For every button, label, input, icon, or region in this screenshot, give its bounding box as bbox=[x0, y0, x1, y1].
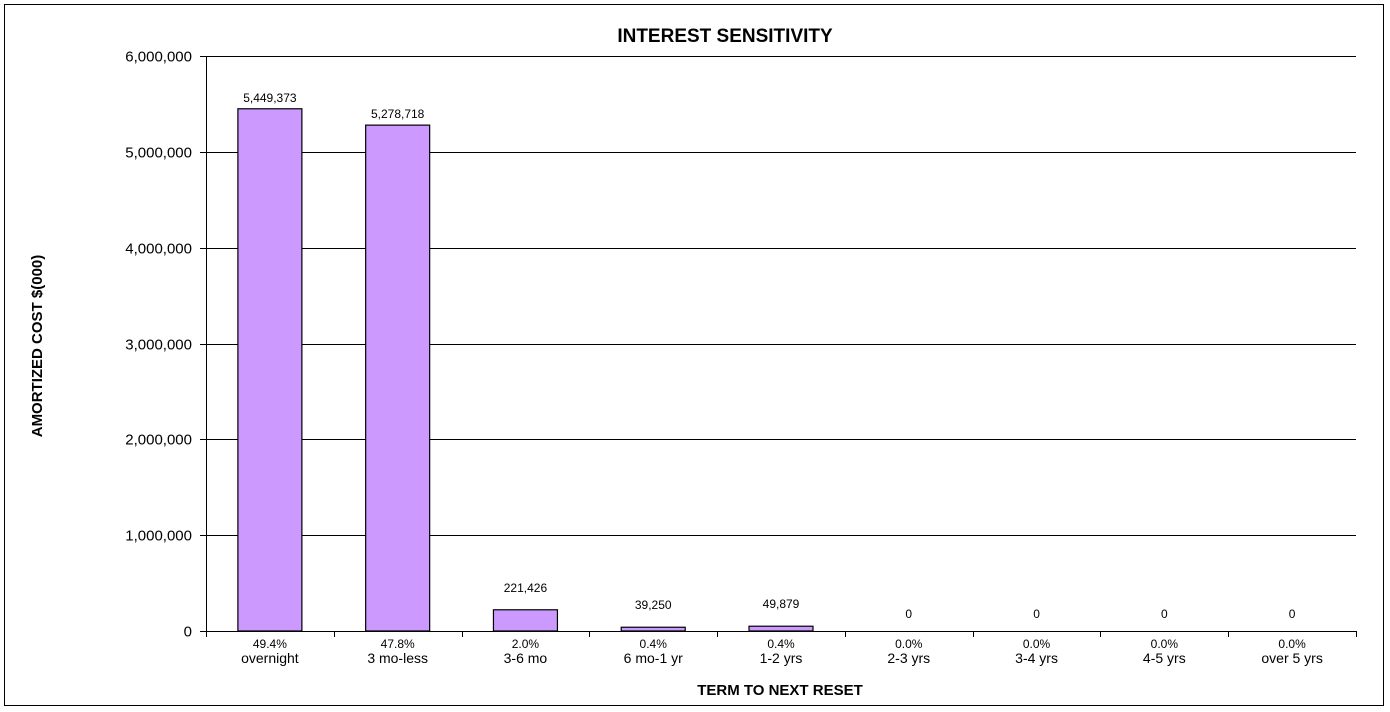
data-label: 39,250 bbox=[635, 598, 672, 612]
percent-label: 0.0% bbox=[1151, 637, 1179, 651]
percent-label: 0.4% bbox=[640, 637, 668, 651]
y-tick-label: 3,000,000 bbox=[125, 337, 192, 354]
percent-label: 49.4% bbox=[253, 637, 287, 651]
y-axis-title: AMORTIZED COST $(000) bbox=[29, 255, 46, 438]
bar bbox=[365, 124, 431, 632]
data-label: 0 bbox=[1161, 607, 1168, 621]
percent-label: 0.0% bbox=[1278, 637, 1306, 651]
percent-label: 47.8% bbox=[381, 637, 415, 651]
chart-frame bbox=[4, 4, 1384, 706]
x-tick-label: 1-2 yrs bbox=[760, 650, 803, 666]
x-tick-label: overnight bbox=[241, 650, 299, 666]
bar bbox=[492, 609, 559, 632]
x-tick-label: over 5 yrs bbox=[1261, 650, 1322, 666]
y-tick-label: 2,000,000 bbox=[125, 432, 192, 449]
x-tick-label: 3-6 mo bbox=[504, 650, 548, 666]
x-axis-title: TERM TO NEXT RESET bbox=[697, 682, 863, 699]
data-label: 5,278,718 bbox=[371, 107, 425, 121]
bar bbox=[237, 108, 303, 632]
y-tick-label: 6,000,000 bbox=[125, 49, 192, 66]
y-tick-label: 1,000,000 bbox=[125, 528, 192, 545]
x-tick-label: 4-5 yrs bbox=[1143, 650, 1186, 666]
data-label: 0 bbox=[905, 607, 912, 621]
labels: 0 1,000,000 2,000,000 3,000,000 4,000,000 5,0… bbox=[125, 49, 1323, 667]
percent-label: 2.0% bbox=[512, 637, 540, 651]
y-tick-label: 5,000,000 bbox=[125, 145, 192, 162]
y-tick-label: 0 bbox=[184, 624, 192, 641]
bar bbox=[620, 626, 686, 632]
data-label: 49,879 bbox=[763, 597, 800, 611]
chart-title: INTEREST SENSITIVITY bbox=[617, 26, 833, 47]
percent-label: 0.4% bbox=[767, 637, 795, 651]
x-tick-label: 6 mo-1 yr bbox=[624, 650, 683, 666]
data-label: 5,449,373 bbox=[243, 91, 297, 105]
bar bbox=[748, 625, 814, 632]
percent-label: 0.0% bbox=[1023, 637, 1051, 651]
y-tick-label: 4,000,000 bbox=[125, 241, 192, 258]
x-tick-label: 3 mo-less bbox=[367, 650, 428, 666]
data-label: 0 bbox=[1033, 607, 1040, 621]
percent-label: 0.0% bbox=[895, 637, 923, 651]
data-label: 221,426 bbox=[504, 581, 548, 595]
axes bbox=[200, 56, 1357, 637]
data-label: 0 bbox=[1289, 607, 1296, 621]
x-tick-label: 3-4 yrs bbox=[1015, 650, 1058, 666]
bars bbox=[237, 108, 814, 632]
x-tick-label: 2-3 yrs bbox=[887, 650, 930, 666]
